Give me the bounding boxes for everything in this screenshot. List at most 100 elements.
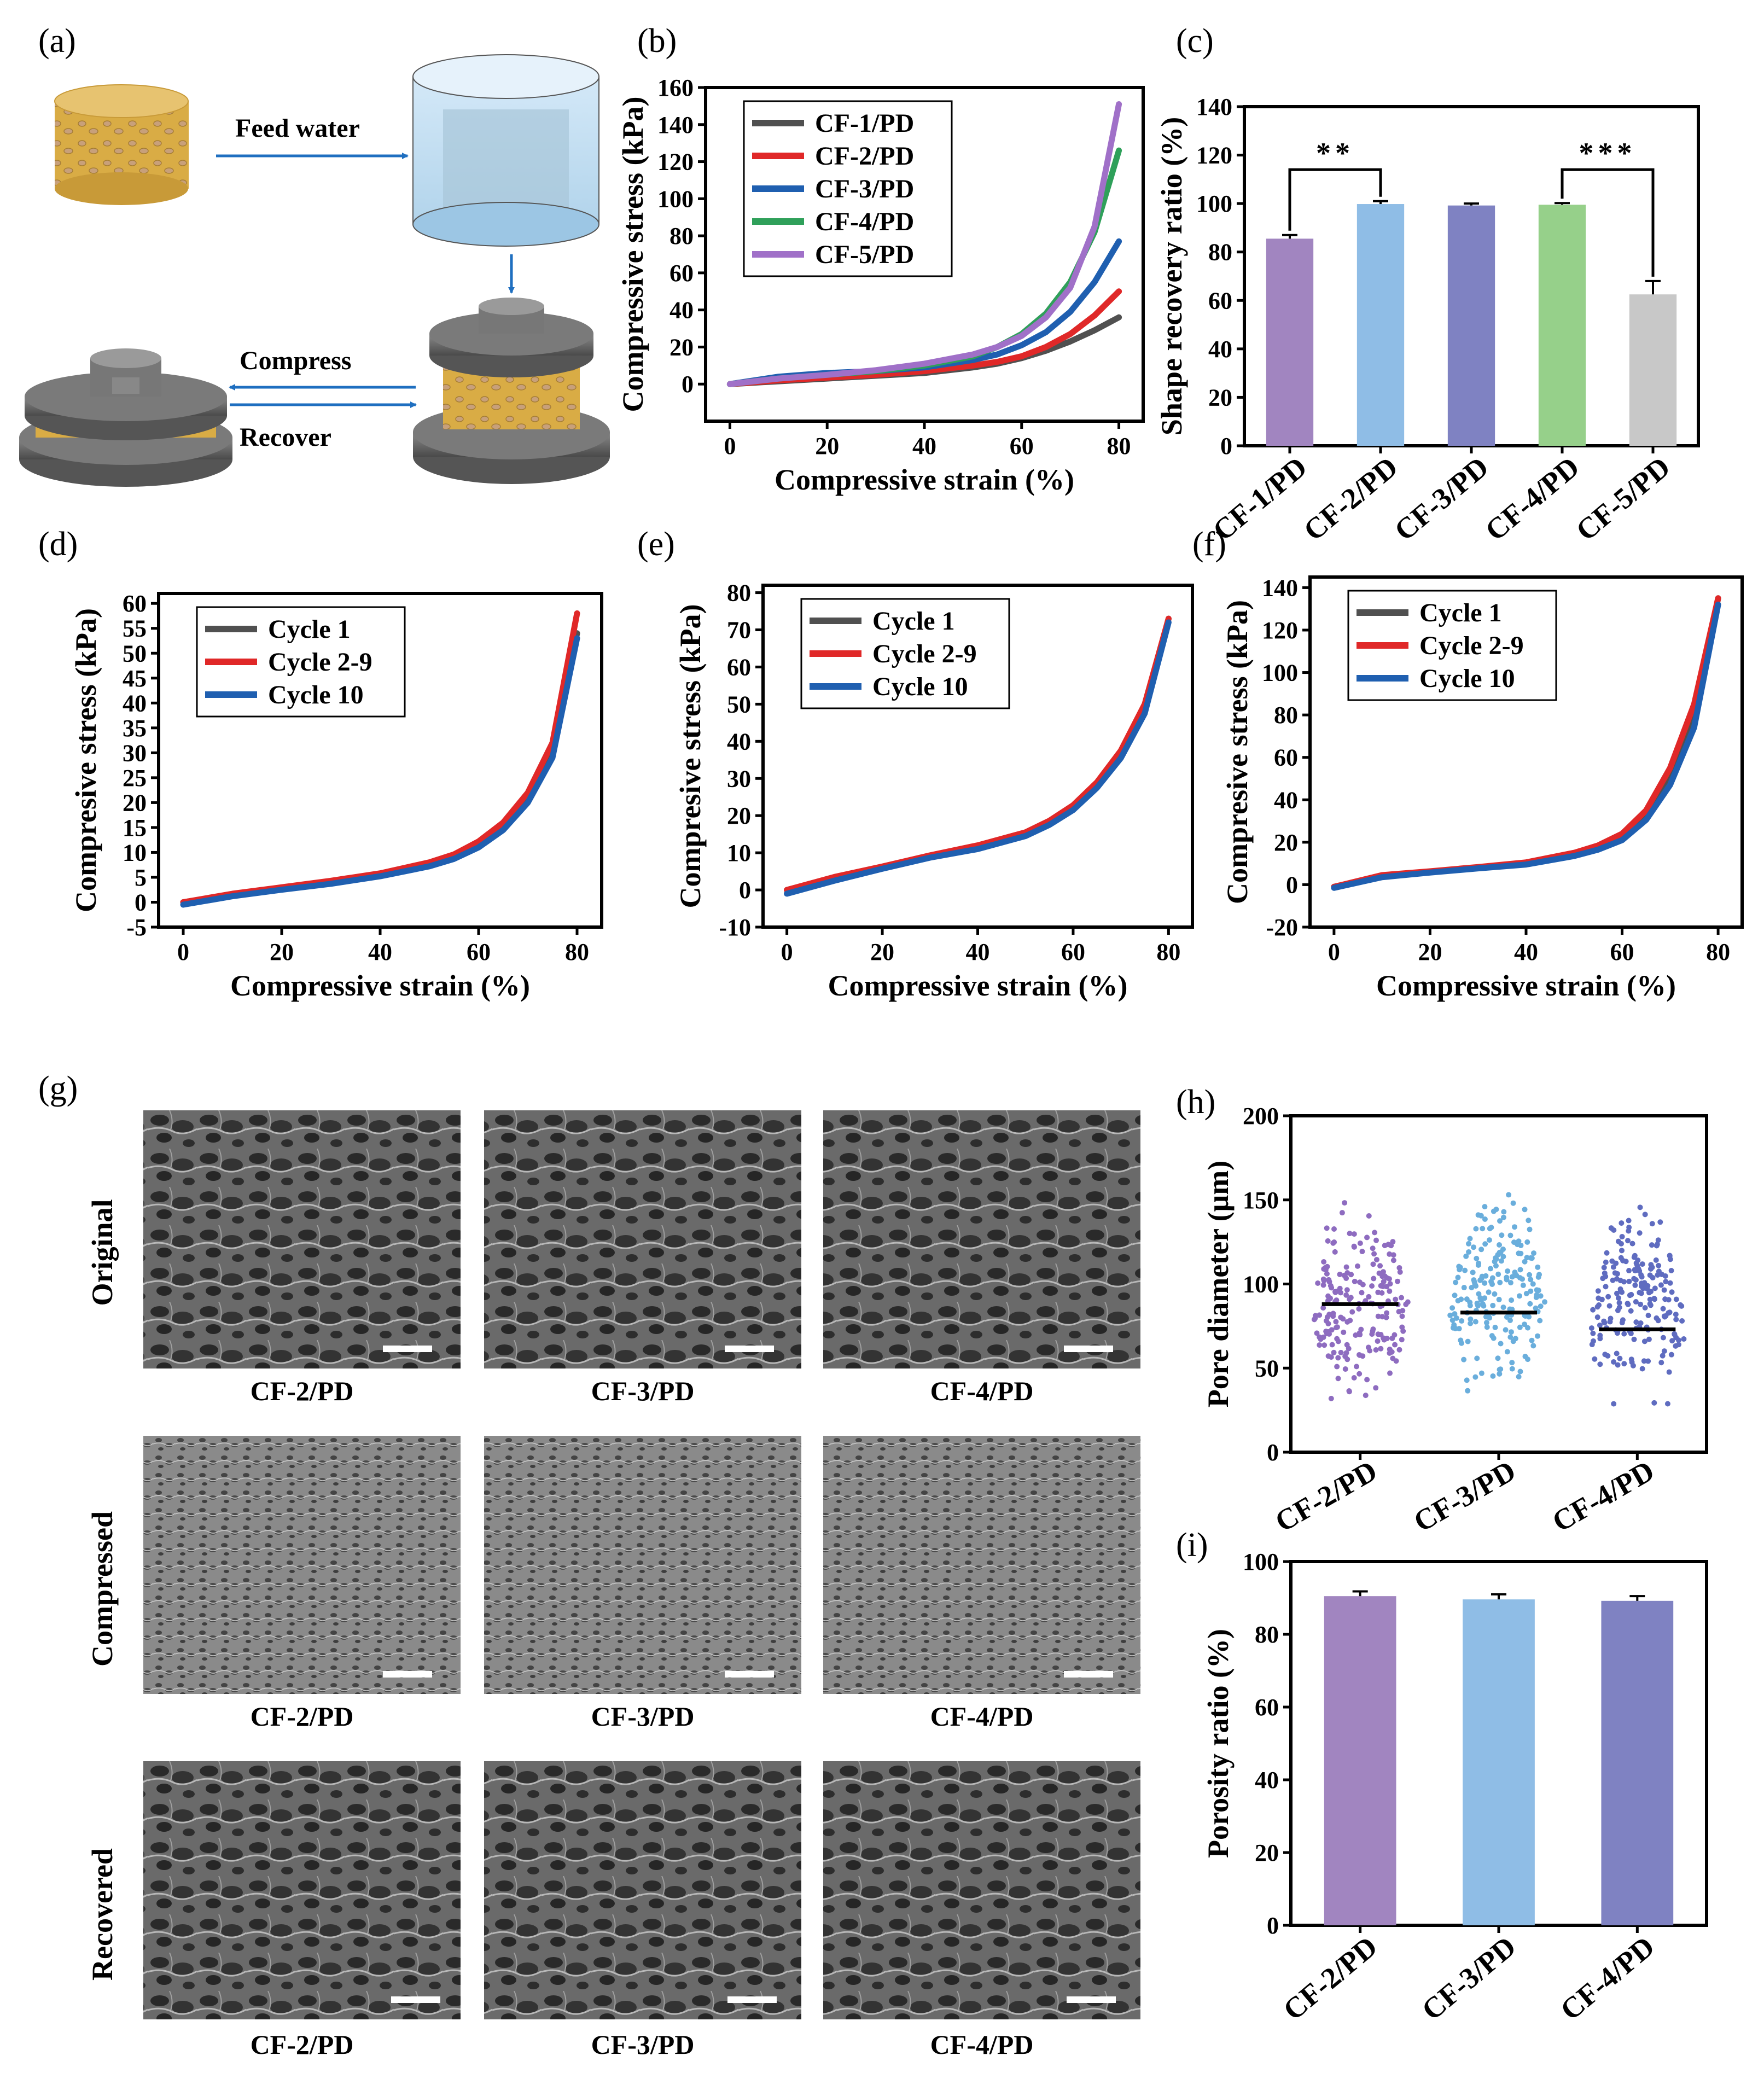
panel-label-i: (i) xyxy=(1176,1527,1208,1564)
scatter-point xyxy=(1497,1218,1503,1224)
scatter-point xyxy=(1621,1279,1627,1285)
scatter-point xyxy=(1474,1355,1480,1361)
scatter-point xyxy=(1632,1282,1638,1288)
scatter-point xyxy=(1465,1388,1471,1394)
scatter-point xyxy=(1637,1204,1643,1210)
scatter-point xyxy=(1649,1265,1655,1271)
scatter-point xyxy=(1649,1221,1655,1227)
y-axis-title: Shape recovery ratio (%) xyxy=(1155,117,1188,435)
scale-bar xyxy=(383,1346,432,1352)
scatter-point xyxy=(1509,1297,1515,1303)
scatter-point xyxy=(1615,1238,1621,1244)
scatter-point xyxy=(1344,1342,1350,1348)
scatter-point xyxy=(1341,1272,1347,1278)
y-tick-label: 100 xyxy=(1262,660,1298,686)
sem-image-recovered-cf4 xyxy=(823,1761,1140,2019)
scatter-point xyxy=(1597,1361,1603,1367)
scatter-point xyxy=(1529,1337,1535,1343)
y-tick-label: 60 xyxy=(123,590,147,617)
x-tick-label: CF-4/PD xyxy=(1554,1930,1661,2026)
scatter-point xyxy=(1354,1263,1360,1269)
scatter-point xyxy=(1321,1266,1327,1272)
scatter-point xyxy=(1639,1274,1645,1280)
scatter-point xyxy=(1370,1261,1376,1267)
scatter-point xyxy=(1528,1277,1534,1283)
scatter-point xyxy=(1590,1330,1596,1336)
scatter-point xyxy=(1373,1385,1379,1391)
scatter-point xyxy=(1342,1200,1348,1206)
x-tick-label: 80 xyxy=(1156,939,1180,965)
scatter-point xyxy=(1387,1350,1393,1356)
scatter-point xyxy=(1642,1305,1648,1311)
y-tick-label: 0 xyxy=(682,371,694,398)
scatter-point xyxy=(1379,1290,1385,1296)
scatter-point xyxy=(1501,1209,1507,1215)
scatter-point xyxy=(1638,1301,1644,1307)
sem-caption: CF-2/PD xyxy=(251,2029,354,2060)
panel-label-e: (e) xyxy=(637,526,675,563)
scatter-point xyxy=(1661,1287,1667,1293)
scatter-point xyxy=(1490,1302,1496,1308)
scatter-point xyxy=(1662,1273,1668,1279)
scatter-point xyxy=(1612,1270,1618,1276)
scatter-point xyxy=(1509,1274,1515,1280)
scatter-point xyxy=(1478,1247,1484,1253)
x-tick-label: 60 xyxy=(467,939,491,965)
scatter-point xyxy=(1530,1343,1536,1349)
x-axis-title: Compressive strain (%) xyxy=(1376,969,1676,1002)
scatter-point xyxy=(1481,1303,1487,1309)
scatter-point xyxy=(1601,1318,1607,1324)
scatter-point xyxy=(1616,1300,1622,1306)
scatter-point xyxy=(1314,1330,1320,1336)
scatter-point xyxy=(1452,1311,1458,1317)
scatter-point xyxy=(1604,1250,1610,1256)
x-tick-label: 40 xyxy=(966,939,990,965)
scatter-point xyxy=(1339,1210,1345,1216)
scatter-point xyxy=(1349,1309,1355,1315)
scale-bar xyxy=(1064,1671,1113,1678)
scatter-point xyxy=(1520,1276,1526,1282)
scatter-point xyxy=(1390,1257,1396,1263)
scatter-point xyxy=(1384,1310,1390,1316)
scatter-point xyxy=(1351,1375,1357,1381)
panel-label-g: (g) xyxy=(38,1070,78,1107)
scatter-point xyxy=(1452,1325,1458,1331)
scatter-point xyxy=(1621,1361,1627,1367)
press-compressed-illustration xyxy=(19,348,232,487)
scatter-point xyxy=(1366,1294,1372,1300)
y-tick-label: 0 xyxy=(739,877,751,904)
scatter-point xyxy=(1652,1296,1658,1302)
scatter-point xyxy=(1497,1279,1503,1285)
scatter-point xyxy=(1632,1253,1638,1259)
scatter-point xyxy=(1347,1231,1353,1237)
scatter-point xyxy=(1489,1275,1495,1281)
scatter-point xyxy=(1473,1226,1479,1232)
scatter-point xyxy=(1475,1303,1481,1309)
y-tick-label: 200 xyxy=(1243,1103,1279,1129)
scatter-point xyxy=(1621,1331,1627,1337)
scatter-point xyxy=(1667,1280,1673,1286)
y-tick-label: 140 xyxy=(1262,574,1298,601)
scatter-point xyxy=(1347,1318,1353,1324)
scatter-point xyxy=(1615,1307,1621,1313)
x-tick-label: CF-4/PD xyxy=(1479,450,1586,547)
panel-label-f: (f) xyxy=(1192,526,1226,563)
scatter-point xyxy=(1517,1324,1523,1330)
scatter-point xyxy=(1453,1279,1459,1285)
y-axis-title: Porosity ratio (%) xyxy=(1202,1629,1235,1858)
scatter-point xyxy=(1461,1285,1467,1291)
scatter-point xyxy=(1495,1271,1501,1277)
y-tick-label: 160 xyxy=(657,74,694,101)
scatter-point xyxy=(1628,1356,1634,1362)
scatter-point xyxy=(1679,1303,1685,1309)
scatter-point xyxy=(1498,1341,1504,1347)
y-tick-label: 80 xyxy=(1274,702,1298,729)
bar xyxy=(1538,205,1586,446)
y-tick-label: 40 xyxy=(727,728,751,755)
compress-label: Compress xyxy=(240,346,351,375)
series-line-cf-5-pd xyxy=(726,101,1122,387)
scatter-point xyxy=(1493,1255,1499,1261)
scatter-point xyxy=(1631,1336,1637,1342)
scatter-point xyxy=(1471,1244,1477,1250)
